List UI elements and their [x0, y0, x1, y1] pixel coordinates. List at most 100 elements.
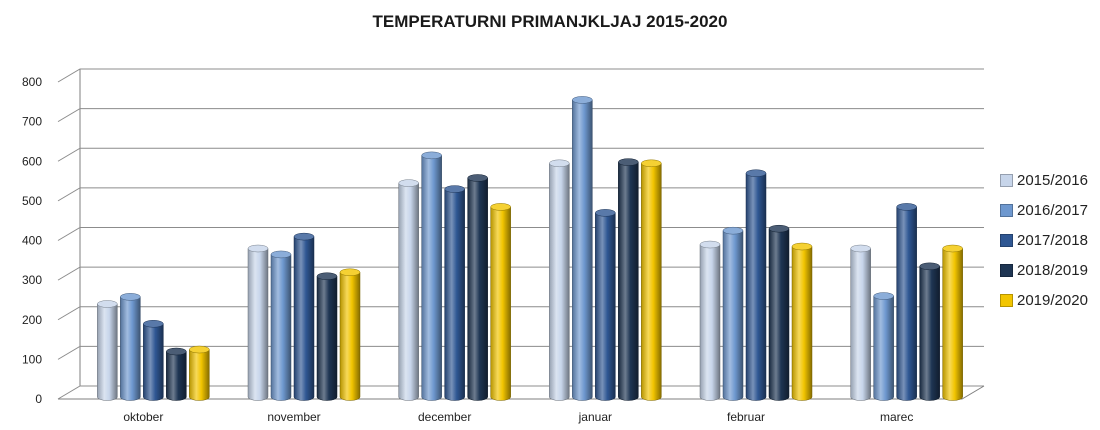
bar-top [699, 240, 721, 249]
bar-november-2016/2017 [270, 254, 292, 401]
bar-december-2015/2016 [398, 182, 419, 401]
y-tick-label: 0 [35, 392, 42, 406]
bar-top [293, 232, 315, 241]
bar-top [942, 244, 963, 253]
bar-top [444, 185, 465, 193]
bar-december-2017/2018 [444, 188, 465, 401]
bar-januar-2018/2019 [618, 161, 639, 401]
bar-top [919, 262, 940, 271]
x-tick-label: december [418, 410, 471, 424]
bar-top [189, 345, 210, 354]
x-tick-label: oktober [123, 410, 163, 424]
gridline [57, 187, 984, 202]
bar-top [270, 250, 292, 259]
bar-februar-2019/2020 [791, 246, 813, 401]
y-tick-label: 600 [22, 154, 42, 168]
bar-top [143, 320, 164, 328]
y-tick-label: 300 [22, 273, 42, 287]
gridline [57, 266, 984, 281]
bar-oktober-2015/2016 [97, 303, 118, 401]
bar-top [97, 300, 118, 308]
legend-item-2017-2018: 2017/2018 [1000, 225, 1088, 255]
bar-marec-2017/2018 [896, 206, 917, 401]
gridline [57, 227, 984, 241]
bar-november-2015/2016 [247, 248, 269, 401]
y-tick-label: 400 [22, 234, 42, 248]
legend-item-2016-2017: 2016/2017 [1000, 195, 1088, 225]
legend-swatch [1000, 173, 1013, 187]
bar-top [339, 268, 361, 277]
legend-label: 2017/2018 [1017, 231, 1088, 249]
legend-swatch [1000, 263, 1013, 277]
y-tick-label: 100 [22, 352, 42, 366]
legend-item-2015-2016: 2015/2016 [1000, 165, 1088, 195]
x-tick-label: november [267, 410, 320, 424]
bar-top [316, 272, 338, 280]
bar-november-2017/2018 [293, 236, 315, 401]
legend-label: 2018/2019 [1017, 261, 1088, 279]
bar-top [896, 203, 917, 211]
bar-top [120, 293, 141, 301]
bar-top [791, 242, 813, 251]
bar-top [421, 151, 442, 160]
legend-swatch [1000, 233, 1013, 247]
legend-item-2019-2020: 2019/2020 [1000, 285, 1088, 315]
bar-top [873, 292, 894, 300]
gridline [57, 68, 984, 83]
bar-oktober-2019/2020 [189, 349, 210, 401]
bar-top [641, 159, 662, 168]
legend-label: 2019/2020 [1017, 291, 1088, 309]
bar-top [398, 179, 419, 187]
bar-top [247, 244, 269, 253]
legend-item-2018-2019: 2018/2019 [1000, 255, 1088, 285]
bar-oktober-2017/2018 [143, 323, 164, 401]
bar-marec-2015/2016 [850, 248, 871, 401]
gridline [57, 385, 984, 400]
bar-januar-2016/2017 [572, 99, 593, 401]
bar-marec-2019/2020 [942, 248, 963, 401]
bar-februar-2015/2016 [699, 244, 721, 401]
bar-top [549, 159, 570, 168]
bar-oktober-2018/2019 [166, 351, 187, 401]
bar-januar-2017/2018 [595, 212, 616, 401]
bar-februar-2017/2018 [745, 172, 767, 401]
bar-top [595, 209, 616, 217]
bar-oktober-2016/2017 [120, 296, 141, 401]
bar-december-2016/2017 [421, 155, 442, 401]
y-tick-label: 700 [22, 115, 42, 129]
x-tick-label: marec [880, 410, 913, 424]
gridline [57, 108, 984, 123]
chart-title: TEMPERATURNI PRIMANJKLJAJ 2015-2020 [372, 12, 728, 31]
bar-top [467, 174, 488, 182]
bar-december-2018/2019 [467, 177, 488, 401]
bar-januar-2015/2016 [549, 163, 570, 401]
legend-label: 2015/2016 [1017, 171, 1088, 189]
gridline [57, 306, 984, 321]
bar-marec-2016/2017 [873, 295, 894, 401]
bar-marec-2018/2019 [919, 266, 940, 401]
y-tick-label: 200 [22, 313, 42, 327]
floor-edge [58, 385, 985, 400]
bar-top [166, 347, 187, 356]
bar-top [745, 169, 767, 177]
gridline [57, 147, 984, 162]
bar-november-2018/2019 [316, 275, 338, 401]
bar-top [722, 226, 744, 235]
chart-legend: 2015/2016 2016/2017 2017/2018 2018/2019 … [1000, 165, 1088, 315]
bar-februar-2016/2017 [722, 230, 744, 401]
bar-februar-2018/2019 [768, 228, 790, 401]
bar-top [572, 96, 593, 104]
bar-januar-2019/2020 [641, 163, 662, 401]
bar-top [850, 244, 871, 253]
bar-top [618, 158, 639, 166]
x-tick-label: februar [727, 410, 765, 424]
legend-swatch [1000, 203, 1013, 217]
y-tick-label: 800 [22, 75, 42, 89]
gridline [57, 345, 984, 360]
x-tick-label: januar [578, 410, 612, 424]
bar-top [490, 203, 511, 211]
bar-november-2019/2020 [339, 272, 361, 401]
legend-label: 2016/2017 [1017, 201, 1088, 219]
bar-december-2019/2020 [490, 206, 511, 401]
